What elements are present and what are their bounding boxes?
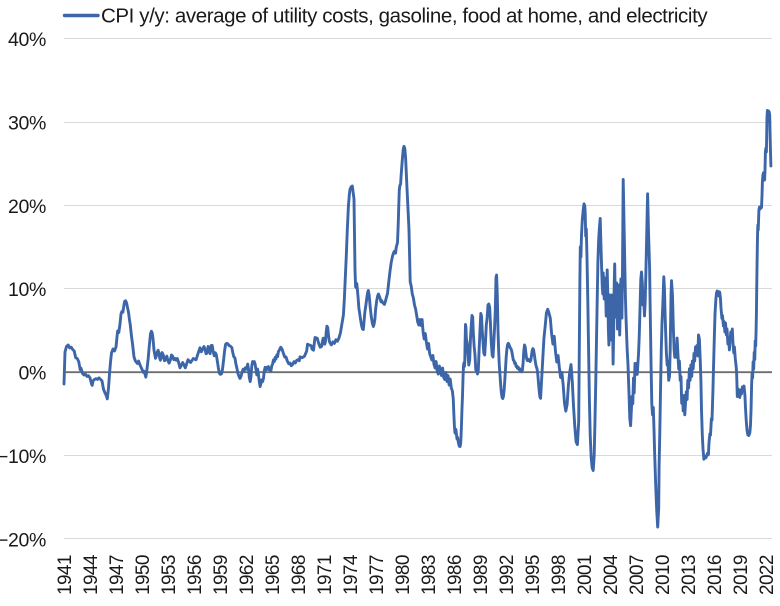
svg-text:1971: 1971 xyxy=(315,555,336,595)
svg-text:−10%: −10% xyxy=(0,446,46,468)
svg-text:2004: 2004 xyxy=(601,554,622,595)
svg-text:2013: 2013 xyxy=(679,555,700,595)
svg-text:2022: 2022 xyxy=(757,555,778,595)
svg-text:1965: 1965 xyxy=(263,555,284,595)
svg-text:1959: 1959 xyxy=(211,555,232,595)
svg-text:1953: 1953 xyxy=(159,555,180,595)
svg-text:2001: 2001 xyxy=(575,555,596,595)
svg-text:1941: 1941 xyxy=(55,555,76,595)
svg-text:20%: 20% xyxy=(8,196,46,218)
svg-text:2007: 2007 xyxy=(627,555,648,595)
svg-text:1944: 1944 xyxy=(81,554,102,595)
svg-text:1950: 1950 xyxy=(133,555,154,595)
svg-text:CPI y/y: average of utility co: CPI y/y: average of utility costs, gasol… xyxy=(101,5,708,28)
svg-text:1947: 1947 xyxy=(107,555,128,595)
svg-text:40%: 40% xyxy=(8,29,46,51)
svg-text:1992: 1992 xyxy=(497,555,518,595)
svg-text:1995: 1995 xyxy=(523,555,544,595)
svg-text:2019: 2019 xyxy=(731,555,752,595)
svg-text:1977: 1977 xyxy=(367,555,388,595)
svg-text:1980: 1980 xyxy=(393,555,414,595)
svg-text:1968: 1968 xyxy=(289,555,310,595)
svg-text:2016: 2016 xyxy=(705,555,726,595)
svg-text:30%: 30% xyxy=(8,112,46,134)
svg-text:1986: 1986 xyxy=(445,555,466,595)
svg-text:1956: 1956 xyxy=(185,555,206,595)
svg-text:0%: 0% xyxy=(19,363,46,385)
svg-text:−20%: −20% xyxy=(0,529,46,551)
svg-text:10%: 10% xyxy=(8,279,46,301)
svg-text:1974: 1974 xyxy=(341,554,362,595)
svg-text:1989: 1989 xyxy=(471,555,492,595)
svg-text:1983: 1983 xyxy=(419,555,440,595)
svg-text:1998: 1998 xyxy=(549,555,570,595)
svg-text:1962: 1962 xyxy=(237,555,258,595)
svg-text:2010: 2010 xyxy=(653,555,674,595)
